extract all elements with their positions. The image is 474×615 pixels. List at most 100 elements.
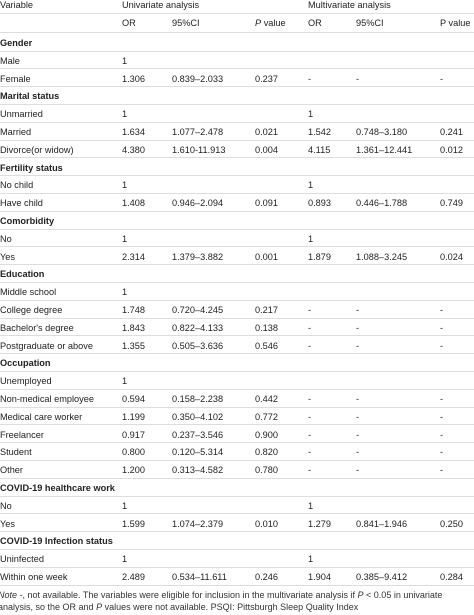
cell: - [440,447,444,458]
cell: - [356,447,360,458]
cell: 0.822–4.133 [172,322,224,333]
header-column: 95%CI [172,18,200,28]
note-part: P [96,602,103,612]
row-rule [0,193,474,194]
cell: 0.138 [255,322,278,333]
cell: 1.843 [122,322,145,333]
row-label: No [0,233,12,244]
cell: - [356,429,360,440]
cell: - [356,394,360,404]
cell: 0.442 [255,394,278,404]
cell: - [440,305,444,315]
cell: 0.246 [255,572,278,582]
header-variable: Variable [0,0,34,10]
row-label: Within one week [0,572,68,582]
cell: - [308,411,312,422]
header-column: 95%CI [356,18,384,28]
cell: 1 [308,233,314,244]
header-column: OR [122,18,136,28]
header-column: OR [308,18,322,28]
cell: 0.446–1.788 [356,198,408,209]
cell: 0.720–4.245 [172,305,224,315]
cell: 0.820 [255,447,278,458]
section-heading: COVID-19 Infection status [0,536,113,547]
cell: 0.900 [255,429,278,440]
note-part: -, not available. The variables were eli… [17,590,358,600]
row-label: Have child [0,198,43,209]
cell: 1 [308,500,314,511]
row-label: Yes [0,251,15,262]
row-rule [0,229,474,230]
cell: 1.306 [122,73,145,84]
cell: 1 [122,233,128,244]
row-rule [0,318,474,319]
table-note: Note -, not available. The variables wer… [0,589,472,613]
cell: 0.946–2.094 [172,198,224,209]
cell: 2.489 [122,572,145,582]
row-rule [0,478,474,479]
row-label: Non-medical employee [0,394,94,404]
header-multivariate: Multivariate analysis [308,0,391,10]
row-label: No [0,500,12,511]
cell: - [356,340,360,351]
row-label: Medical care worker [0,411,83,422]
cell: 0.841–1.946 [356,518,408,529]
cell: 0.158–2.238 [172,394,224,404]
cell: 1 [122,376,128,387]
header-univariate: Univariate analysis [122,0,200,10]
row-rule [0,246,474,247]
cell: 0.237 [255,73,278,84]
note-part: P [357,590,364,600]
cell: 1 [308,109,314,120]
header-column: P value [255,17,286,29]
row-rule [0,335,474,336]
cell: - [356,73,360,84]
cell: - [308,340,312,351]
cell: - [308,73,312,84]
row-rule [0,300,474,301]
row-rule [0,86,474,87]
cell: 1 [122,180,128,191]
cell: 1.088–3.245 [356,251,408,262]
cell: - [440,322,444,333]
cell: 1 [122,109,128,120]
cell: 0.534–11.611 [172,572,227,582]
section-heading: Education [0,269,45,280]
cell: - [356,411,360,422]
row-label: Female [0,73,31,84]
row-label: Married [0,127,32,137]
cell: 0.749 [440,198,463,209]
cell: - [440,340,444,351]
row-label: Divorce(or widow) [0,144,74,155]
row-rule [0,371,474,372]
cell: 0.241 [440,127,463,137]
cell: 0.350–4.102 [172,411,224,422]
cell: 0.917 [122,429,145,440]
row-label: Unmarried [0,109,43,120]
row-rule [0,175,474,176]
cell: - [308,394,312,404]
cell: - [356,465,360,476]
cell: - [440,394,444,404]
row-label: Male [0,55,20,66]
cell: 1 [122,287,128,298]
cell: 1.610-11.913 [172,144,226,155]
cell: 0.004 [255,144,278,155]
cell: 2.314 [122,251,145,262]
row-rule [0,68,474,69]
row-rule [0,264,474,265]
row-label: Unemployed [0,376,52,387]
cell: 1.599 [122,518,145,529]
row-label: Bachelor's degree [0,322,74,333]
section-heading: Occupation [0,358,51,369]
cell: 1.748 [122,305,145,315]
row-rule [0,585,474,586]
cell: 1.408 [122,198,145,209]
cell: 0.748–3.180 [356,127,408,137]
cell: - [440,429,444,440]
cell: 0.839–2.033 [172,73,224,84]
row-label: Postgraduate or above [0,340,93,351]
cell: 0.505–3.636 [172,340,224,351]
section-heading: Marital status [0,91,60,102]
header-italic: P [255,18,262,28]
